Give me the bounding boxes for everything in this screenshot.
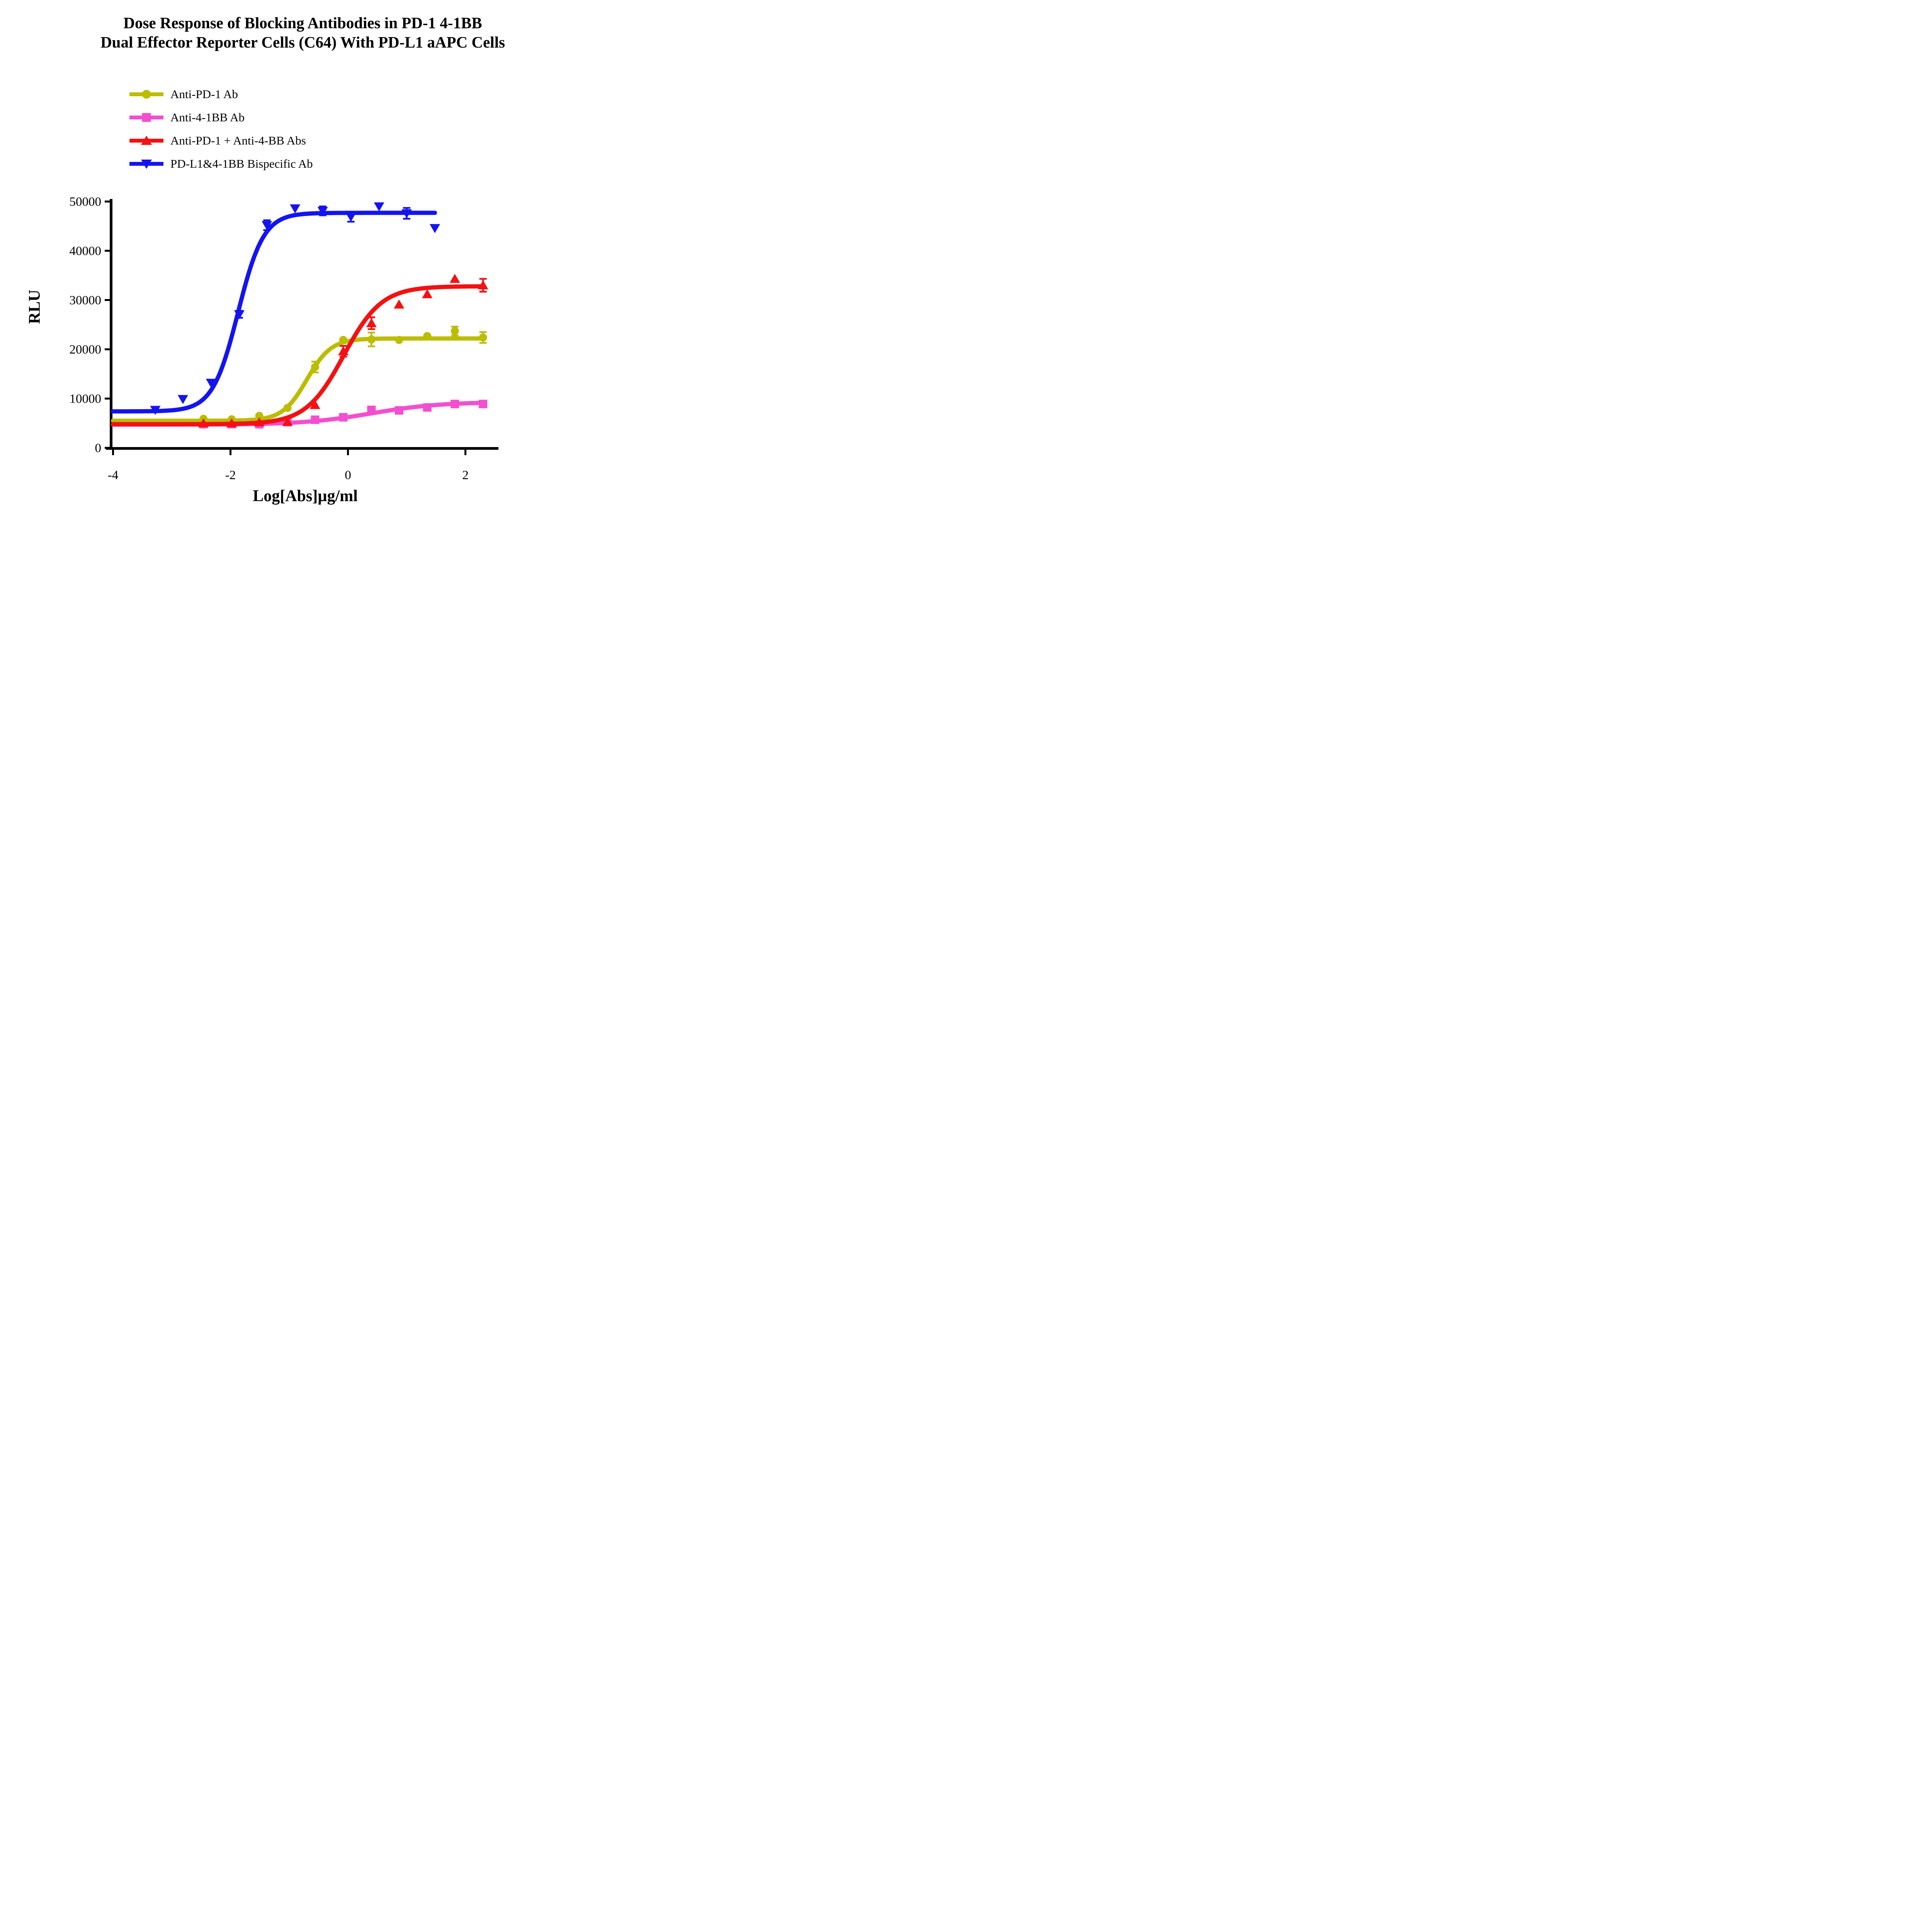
data-point-marker <box>401 209 412 219</box>
y-tick-label: 50000 <box>70 195 102 209</box>
legend: Anti-PD-1 Ab Anti-4-1BB Ab Anti-PD-1 + A… <box>129 83 313 175</box>
data-point-marker <box>429 224 440 233</box>
data-point-marker <box>234 310 245 320</box>
legend-marker-square-icon <box>129 113 163 122</box>
data-point-marker <box>262 221 272 230</box>
x-axis-title: Log[Abs]µg/ml <box>253 487 358 505</box>
x-tick-label: 0 <box>345 468 351 482</box>
legend-label: Anti-4-1BB Ab <box>170 111 245 124</box>
legend-item-combo: Anti-PD-1 + Anti-4-BB Abs <box>129 129 313 152</box>
data-point-marker <box>206 379 216 388</box>
data-point-marker <box>282 417 293 426</box>
chart-title: Dose Response of Blocking Antibodies in … <box>0 13 605 52</box>
data-point-marker <box>395 336 403 344</box>
data-point-marker <box>310 400 320 409</box>
fit-curve <box>111 284 485 427</box>
data-point-marker <box>226 418 237 427</box>
legend-marker-triangle-up-icon <box>129 136 163 145</box>
data-point-marker <box>338 346 349 355</box>
data-point-marker <box>423 332 432 340</box>
data-point-marker <box>317 207 328 216</box>
figure: Dose Response of Blocking Antibodies in … <box>0 0 605 524</box>
data-point-marker <box>283 404 292 412</box>
data-point-marker <box>311 363 319 371</box>
data-point-marker <box>422 289 433 298</box>
data-point-marker <box>449 274 460 283</box>
data-point-marker <box>479 333 487 342</box>
chart-title-line1: Dose Response of Blocking Antibodies in … <box>123 14 482 32</box>
y-tick-label: 20000 <box>70 343 102 357</box>
data-point-marker <box>367 405 376 414</box>
data-point-marker <box>339 336 347 344</box>
legend-item-bispecific: PD-L1&4-1BB Bispecific Ab <box>129 152 313 175</box>
legend-label: PD-L1&4-1BB Bispecific Ab <box>170 157 313 170</box>
chart-title-line2: Dual Effector Reporter Cells (C64) With … <box>100 33 505 51</box>
data-point-marker <box>255 412 264 420</box>
data-point-marker <box>339 413 348 422</box>
data-point-marker <box>290 204 301 214</box>
data-point-marker <box>254 417 265 427</box>
legend-label: Anti-PD-1 + Anti-4-BB Abs <box>170 134 306 147</box>
data-point-marker <box>451 400 459 408</box>
data-point-marker <box>367 335 376 344</box>
legend-marker-circle-icon <box>129 90 163 99</box>
dose-response-plot: 0 10000 20000 30000 40000 50000 -4 -2 0 2 Log[Abs]… <box>26 195 498 505</box>
data-point-marker <box>150 406 161 415</box>
data-point-marker <box>366 318 377 327</box>
legend-item-anti-pd1: Anti-PD-1 Ab <box>129 83 313 106</box>
legend-item-anti-41bb: Anti-4-1BB Ab <box>129 106 313 129</box>
data-point-marker <box>479 400 488 408</box>
fit-curve <box>111 211 437 414</box>
data-point-marker <box>451 327 459 335</box>
y-tick-label: 10000 <box>70 392 102 406</box>
data-point-marker <box>374 202 384 212</box>
data-point-marker <box>394 299 405 309</box>
x-tick-label: 2 <box>462 468 469 482</box>
data-point-marker <box>177 395 188 404</box>
y-axis-title: RLU <box>26 290 44 324</box>
legend-swatch-shape <box>142 113 151 122</box>
legend-swatch-shape <box>141 160 152 169</box>
x-tick-label: -4 <box>108 468 119 482</box>
legend-swatch-shape <box>141 136 152 145</box>
data-point-marker <box>345 213 356 222</box>
data-point-marker <box>423 403 432 412</box>
data-point-marker <box>395 406 403 415</box>
x-tick-label: -2 <box>225 468 236 482</box>
y-tick-label: 30000 <box>70 294 102 308</box>
fit-curve <box>111 336 485 423</box>
y-tick-label: 0 <box>95 441 102 455</box>
legend-swatch-shape <box>142 90 151 99</box>
data-point-marker <box>311 415 320 424</box>
legend-marker-triangle-down-icon <box>129 160 163 169</box>
y-tick-label: 40000 <box>70 244 102 258</box>
legend-label: Anti-PD-1 Ab <box>170 87 238 101</box>
data-point-marker <box>198 418 209 427</box>
data-point-marker <box>478 280 488 289</box>
